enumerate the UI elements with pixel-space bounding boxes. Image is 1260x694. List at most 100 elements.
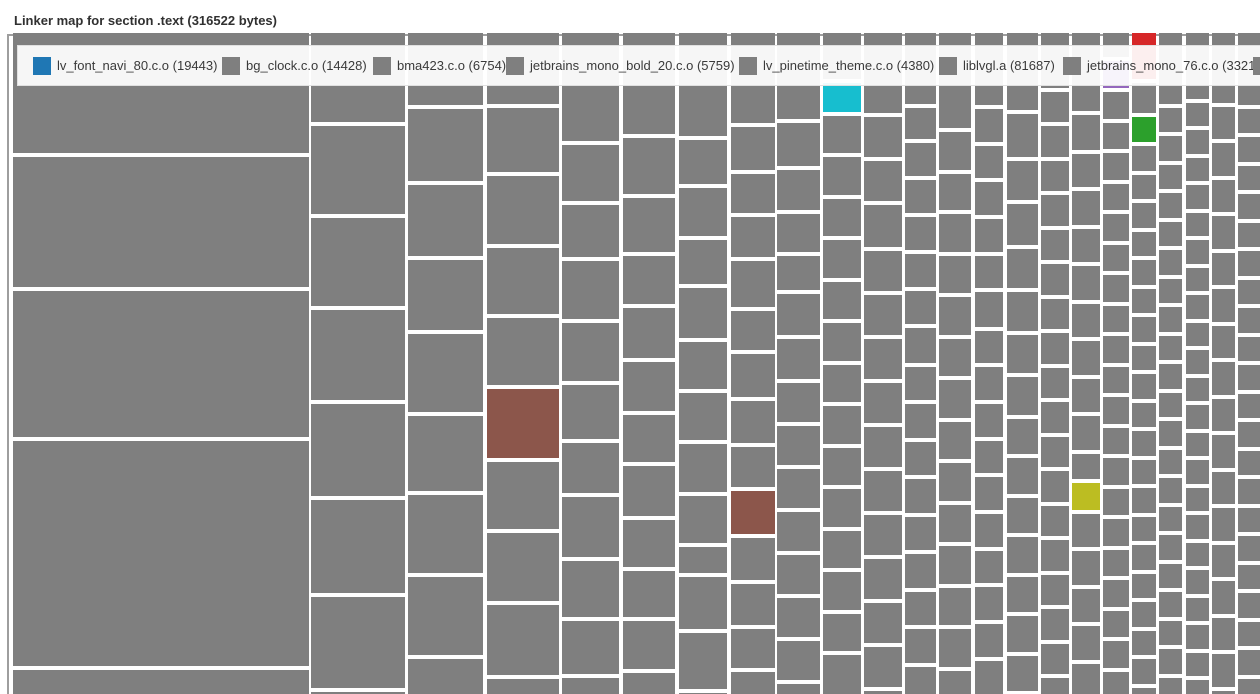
treemap-cell[interactable] [1238, 137, 1260, 162]
treemap-cell[interactable] [679, 240, 727, 284]
treemap-cell[interactable] [1238, 508, 1260, 532]
treemap-cell[interactable] [1041, 402, 1069, 433]
treemap-cell[interactable] [939, 339, 971, 376]
treemap-cell[interactable] [1212, 107, 1235, 139]
treemap-cell[interactable] [975, 256, 1003, 288]
treemap-cell[interactable] [1159, 393, 1182, 417]
treemap-cell[interactable] [1159, 421, 1182, 446]
treemap-cell[interactable] [864, 161, 902, 201]
treemap-cell[interactable] [1132, 317, 1156, 342]
treemap-cell[interactable] [487, 318, 559, 385]
treemap-cell[interactable] [679, 140, 727, 184]
treemap-cell[interactable] [1041, 575, 1069, 605]
treemap-cell[interactable] [1041, 540, 1069, 571]
treemap-cell[interactable] [1132, 431, 1156, 456]
treemap-cell[interactable] [1132, 517, 1156, 541]
treemap-cell[interactable] [1238, 479, 1260, 504]
treemap-cell[interactable] [311, 126, 405, 214]
treemap-cell[interactable] [1007, 114, 1038, 157]
treemap-cell[interactable] [777, 256, 820, 290]
treemap-cell[interactable] [905, 180, 936, 213]
treemap-cell[interactable] [1186, 598, 1209, 621]
treemap-cell[interactable] [823, 531, 861, 568]
treemap-cell[interactable] [823, 282, 861, 319]
treemap-cell[interactable] [1186, 130, 1209, 154]
treemap-cell[interactable] [1041, 299, 1069, 329]
treemap-cell[interactable] [1072, 115, 1100, 150]
treemap-cell[interactable] [1186, 240, 1209, 264]
treemap-cell[interactable] [1132, 545, 1156, 570]
treemap-cell[interactable] [1132, 403, 1156, 427]
treemap-cell[interactable] [777, 426, 820, 465]
treemap-cell[interactable] [1007, 616, 1038, 652]
treemap-cell[interactable] [905, 629, 936, 663]
treemap-cell[interactable] [1212, 472, 1235, 504]
treemap-cell[interactable] [1186, 268, 1209, 291]
treemap-cell[interactable] [1159, 564, 1182, 588]
treemap-cell[interactable] [623, 198, 675, 252]
treemap-cell[interactable] [939, 214, 971, 252]
treemap-cell[interactable] [1072, 483, 1100, 510]
treemap-cell[interactable] [1007, 537, 1038, 573]
treemap-cell[interactable] [1238, 109, 1260, 133]
treemap-cell[interactable] [905, 367, 936, 400]
treemap-cell[interactable] [1238, 251, 1260, 276]
treemap-cell[interactable] [1103, 123, 1129, 149]
treemap-cell[interactable] [1186, 543, 1209, 566]
treemap-cell[interactable] [1238, 451, 1260, 475]
treemap-cell[interactable] [562, 561, 619, 617]
treemap-cell[interactable] [731, 401, 775, 443]
treemap-cell[interactable] [1132, 232, 1156, 256]
treemap-cell[interactable] [731, 491, 775, 534]
treemap-cell[interactable] [311, 500, 405, 593]
treemap-cell[interactable] [1238, 194, 1260, 219]
treemap-cell[interactable] [1186, 185, 1209, 209]
treemap-cell[interactable] [623, 415, 675, 462]
treemap-cell[interactable] [311, 218, 405, 306]
treemap-cell[interactable] [777, 598, 820, 637]
treemap-cell[interactable] [1212, 362, 1235, 395]
treemap-cell[interactable] [975, 587, 1003, 620]
treemap-cell[interactable] [864, 383, 902, 423]
treemap-cell[interactable] [1072, 304, 1100, 337]
treemap-cell[interactable] [1186, 488, 1209, 511]
treemap-cell[interactable] [1072, 589, 1100, 622]
treemap-cell[interactable] [975, 404, 1003, 437]
treemap-cell[interactable] [13, 291, 309, 437]
treemap-cell[interactable] [1007, 335, 1038, 373]
treemap-cell[interactable] [1159, 649, 1182, 674]
treemap-cell[interactable] [1212, 216, 1235, 249]
treemap-cell[interactable] [1212, 691, 1235, 694]
treemap-cell[interactable] [679, 547, 727, 573]
treemap-cell[interactable] [731, 174, 775, 213]
treemap-cell[interactable] [823, 572, 861, 610]
treemap-cell[interactable] [823, 489, 861, 527]
treemap-cell[interactable] [1159, 250, 1182, 275]
treemap-cell[interactable] [1159, 478, 1182, 503]
treemap-cell[interactable] [1132, 374, 1156, 399]
treemap-cell[interactable] [1212, 508, 1235, 541]
treemap-cell[interactable] [1007, 498, 1038, 533]
treemap-cell[interactable] [939, 505, 971, 542]
treemap-cell[interactable] [1072, 266, 1100, 300]
treemap-cell[interactable] [1041, 264, 1069, 295]
treemap-cell[interactable] [1072, 154, 1100, 187]
treemap-cell[interactable] [777, 294, 820, 335]
treemap-cell[interactable] [975, 367, 1003, 400]
treemap-cell[interactable] [1238, 337, 1260, 361]
treemap-cell[interactable] [1103, 92, 1129, 119]
treemap-cell[interactable] [1041, 92, 1069, 122]
treemap-cell[interactable] [1186, 323, 1209, 346]
treemap-cell[interactable] [1041, 609, 1069, 640]
treemap-cell[interactable] [623, 362, 675, 411]
treemap-cell[interactable] [823, 116, 861, 153]
treemap-cell[interactable] [731, 538, 775, 580]
treemap-cell[interactable] [939, 588, 971, 625]
treemap-cell[interactable] [623, 571, 675, 617]
treemap-cell[interactable] [975, 331, 1003, 363]
treemap-cell[interactable] [777, 383, 820, 422]
treemap-cell[interactable] [1041, 161, 1069, 191]
treemap-cell[interactable] [731, 584, 775, 625]
treemap-cell[interactable] [1103, 367, 1129, 393]
treemap-cell[interactable] [1041, 368, 1069, 398]
